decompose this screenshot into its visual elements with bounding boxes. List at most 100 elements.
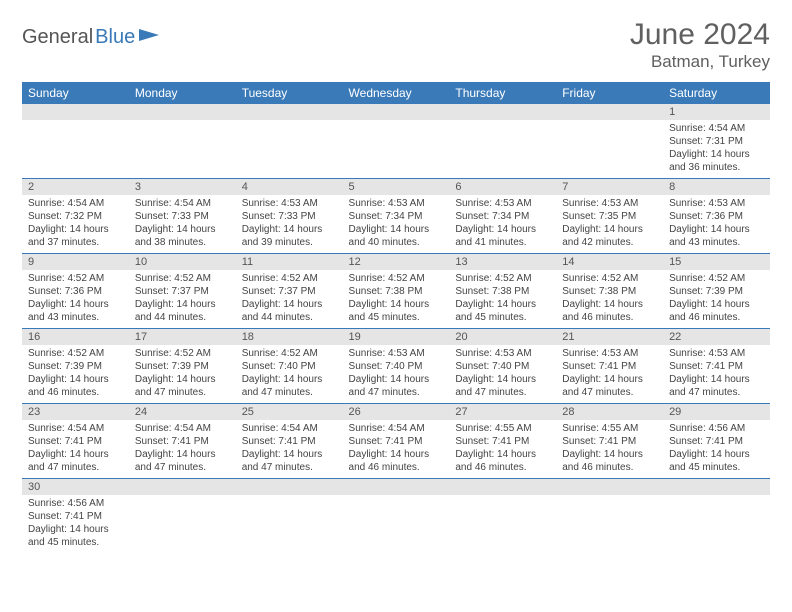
calendar-cell: 2Sunrise: 4:54 AMSunset: 7:32 PMDaylight… [22,179,129,254]
calendar-cell: 28Sunrise: 4:55 AMSunset: 7:41 PMDayligh… [556,404,663,479]
daylight-text-1: Daylight: 14 hours [669,448,764,461]
calendar-cell: 10Sunrise: 4:52 AMSunset: 7:37 PMDayligh… [129,254,236,329]
day-details: Sunrise: 4:52 AMSunset: 7:38 PMDaylight:… [556,270,663,328]
day-details: Sunrise: 4:54 AMSunset: 7:41 PMDaylight:… [236,420,343,478]
calendar-row: 16Sunrise: 4:52 AMSunset: 7:39 PMDayligh… [22,329,770,404]
day-number: 28 [556,404,663,420]
sunset-text: Sunset: 7:41 PM [562,360,657,373]
sunset-text: Sunset: 7:41 PM [135,435,230,448]
day-number: 24 [129,404,236,420]
daylight-text-1: Daylight: 14 hours [455,298,550,311]
day-details: Sunrise: 4:52 AMSunset: 7:38 PMDaylight:… [449,270,556,328]
daylight-text-2: and 46 minutes. [28,386,123,399]
day-number: 21 [556,329,663,345]
daylight-text-2: and 47 minutes. [28,461,123,474]
day-number: 16 [22,329,129,345]
calendar-cell: 12Sunrise: 4:52 AMSunset: 7:38 PMDayligh… [343,254,450,329]
sunset-text: Sunset: 7:38 PM [455,285,550,298]
calendar-cell [22,104,129,179]
sunset-text: Sunset: 7:40 PM [349,360,444,373]
sunrise-text: Sunrise: 4:53 AM [242,197,337,210]
daylight-text-1: Daylight: 14 hours [562,373,657,386]
daylight-text-2: and 46 minutes. [562,311,657,324]
day-number: 14 [556,254,663,270]
weekday-friday: Friday [556,82,663,104]
sunset-text: Sunset: 7:37 PM [242,285,337,298]
calendar-cell [343,104,450,179]
calendar-cell: 9Sunrise: 4:52 AMSunset: 7:36 PMDaylight… [22,254,129,329]
daylight-text-2: and 45 minutes. [455,311,550,324]
sunset-text: Sunset: 7:40 PM [242,360,337,373]
day-details: Sunrise: 4:53 AMSunset: 7:33 PMDaylight:… [236,195,343,253]
calendar-cell: 15Sunrise: 4:52 AMSunset: 7:39 PMDayligh… [663,254,770,329]
calendar-cell: 5Sunrise: 4:53 AMSunset: 7:34 PMDaylight… [343,179,450,254]
calendar-cell: 19Sunrise: 4:53 AMSunset: 7:40 PMDayligh… [343,329,450,404]
sunrise-text: Sunrise: 4:53 AM [455,347,550,360]
sunset-text: Sunset: 7:36 PM [669,210,764,223]
sunset-text: Sunset: 7:41 PM [669,435,764,448]
daylight-text-1: Daylight: 14 hours [28,448,123,461]
calendar-cell: 18Sunrise: 4:52 AMSunset: 7:40 PMDayligh… [236,329,343,404]
daylight-text-2: and 46 minutes. [669,311,764,324]
sunrise-text: Sunrise: 4:54 AM [28,422,123,435]
daylight-text-2: and 46 minutes. [349,461,444,474]
daylight-text-2: and 47 minutes. [669,386,764,399]
daylight-text-1: Daylight: 14 hours [669,298,764,311]
daylight-text-1: Daylight: 14 hours [135,373,230,386]
sunset-text: Sunset: 7:38 PM [349,285,444,298]
empty-day-header [129,104,236,120]
day-number: 2 [22,179,129,195]
sunset-text: Sunset: 7:36 PM [28,285,123,298]
calendar-cell [556,479,663,554]
daylight-text-2: and 47 minutes. [242,461,337,474]
sunrise-text: Sunrise: 4:53 AM [562,347,657,360]
calendar-cell: 30Sunrise: 4:56 AMSunset: 7:41 PMDayligh… [22,479,129,554]
daylight-text-1: Daylight: 14 hours [562,298,657,311]
month-title: June 2024 [630,18,770,52]
calendar-cell: 11Sunrise: 4:52 AMSunset: 7:37 PMDayligh… [236,254,343,329]
daylight-text-1: Daylight: 14 hours [28,373,123,386]
daylight-text-1: Daylight: 14 hours [242,223,337,236]
day-details: Sunrise: 4:52 AMSunset: 7:39 PMDaylight:… [22,345,129,403]
daylight-text-1: Daylight: 14 hours [455,373,550,386]
logo-flag-icon [139,27,161,48]
daylight-text-1: Daylight: 14 hours [135,223,230,236]
daylight-text-2: and 47 minutes. [455,386,550,399]
day-number: 29 [663,404,770,420]
weekday-thursday: Thursday [449,82,556,104]
sunset-text: Sunset: 7:34 PM [349,210,444,223]
daylight-text-1: Daylight: 14 hours [242,298,337,311]
daylight-text-2: and 47 minutes. [349,386,444,399]
sunrise-text: Sunrise: 4:54 AM [135,197,230,210]
empty-day-header [236,104,343,120]
daylight-text-1: Daylight: 14 hours [242,448,337,461]
calendar-cell: 3Sunrise: 4:54 AMSunset: 7:33 PMDaylight… [129,179,236,254]
day-details: Sunrise: 4:52 AMSunset: 7:36 PMDaylight:… [22,270,129,328]
sunrise-text: Sunrise: 4:52 AM [562,272,657,285]
day-number: 3 [129,179,236,195]
daylight-text-2: and 43 minutes. [28,311,123,324]
sunset-text: Sunset: 7:34 PM [455,210,550,223]
day-number: 8 [663,179,770,195]
calendar-row: 2Sunrise: 4:54 AMSunset: 7:32 PMDaylight… [22,179,770,254]
daylight-text-2: and 38 minutes. [135,236,230,249]
calendar-cell: 24Sunrise: 4:54 AMSunset: 7:41 PMDayligh… [129,404,236,479]
empty-day-header [556,479,663,495]
sunset-text: Sunset: 7:40 PM [455,360,550,373]
day-number: 6 [449,179,556,195]
day-details: Sunrise: 4:53 AMSunset: 7:40 PMDaylight:… [343,345,450,403]
empty-day-header [449,104,556,120]
calendar-row: 30Sunrise: 4:56 AMSunset: 7:41 PMDayligh… [22,479,770,554]
daylight-text-2: and 47 minutes. [242,386,337,399]
sunset-text: Sunset: 7:37 PM [135,285,230,298]
daylight-text-1: Daylight: 14 hours [349,448,444,461]
calendar-cell: 22Sunrise: 4:53 AMSunset: 7:41 PMDayligh… [663,329,770,404]
day-details: Sunrise: 4:55 AMSunset: 7:41 PMDaylight:… [556,420,663,478]
day-details: Sunrise: 4:53 AMSunset: 7:41 PMDaylight:… [556,345,663,403]
daylight-text-2: and 44 minutes. [242,311,337,324]
daylight-text-2: and 36 minutes. [669,161,764,174]
daylight-text-1: Daylight: 14 hours [349,223,444,236]
sunset-text: Sunset: 7:41 PM [562,435,657,448]
daylight-text-1: Daylight: 14 hours [349,298,444,311]
weekday-header-row: Sunday Monday Tuesday Wednesday Thursday… [22,82,770,104]
